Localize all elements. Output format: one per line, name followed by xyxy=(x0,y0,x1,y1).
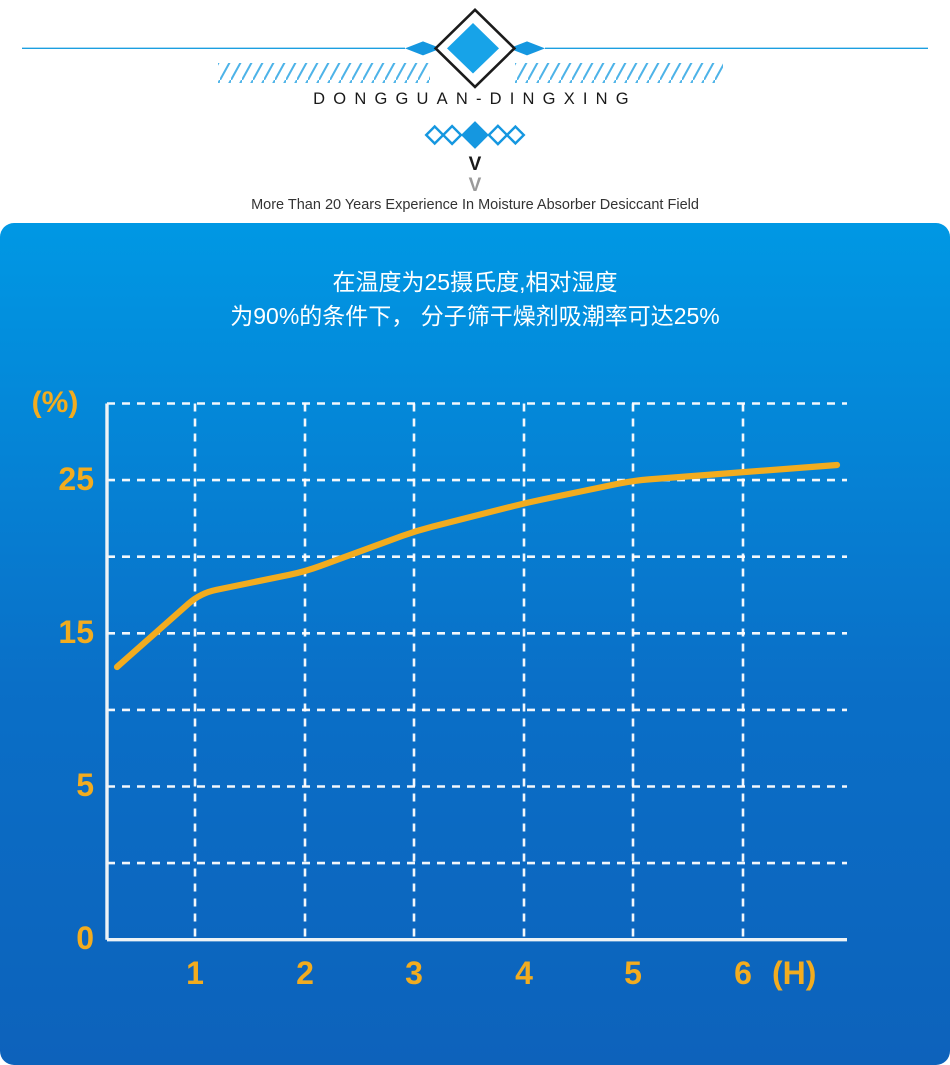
svg-text:DONGGUAN-DINGXING: DONGGUAN-DINGXING xyxy=(313,90,637,108)
svg-text:More Than 20 Years Experience: More Than 20 Years Experience In Moistur… xyxy=(251,197,699,213)
svg-text:V: V xyxy=(469,154,482,175)
svg-text:V: V xyxy=(469,175,482,196)
